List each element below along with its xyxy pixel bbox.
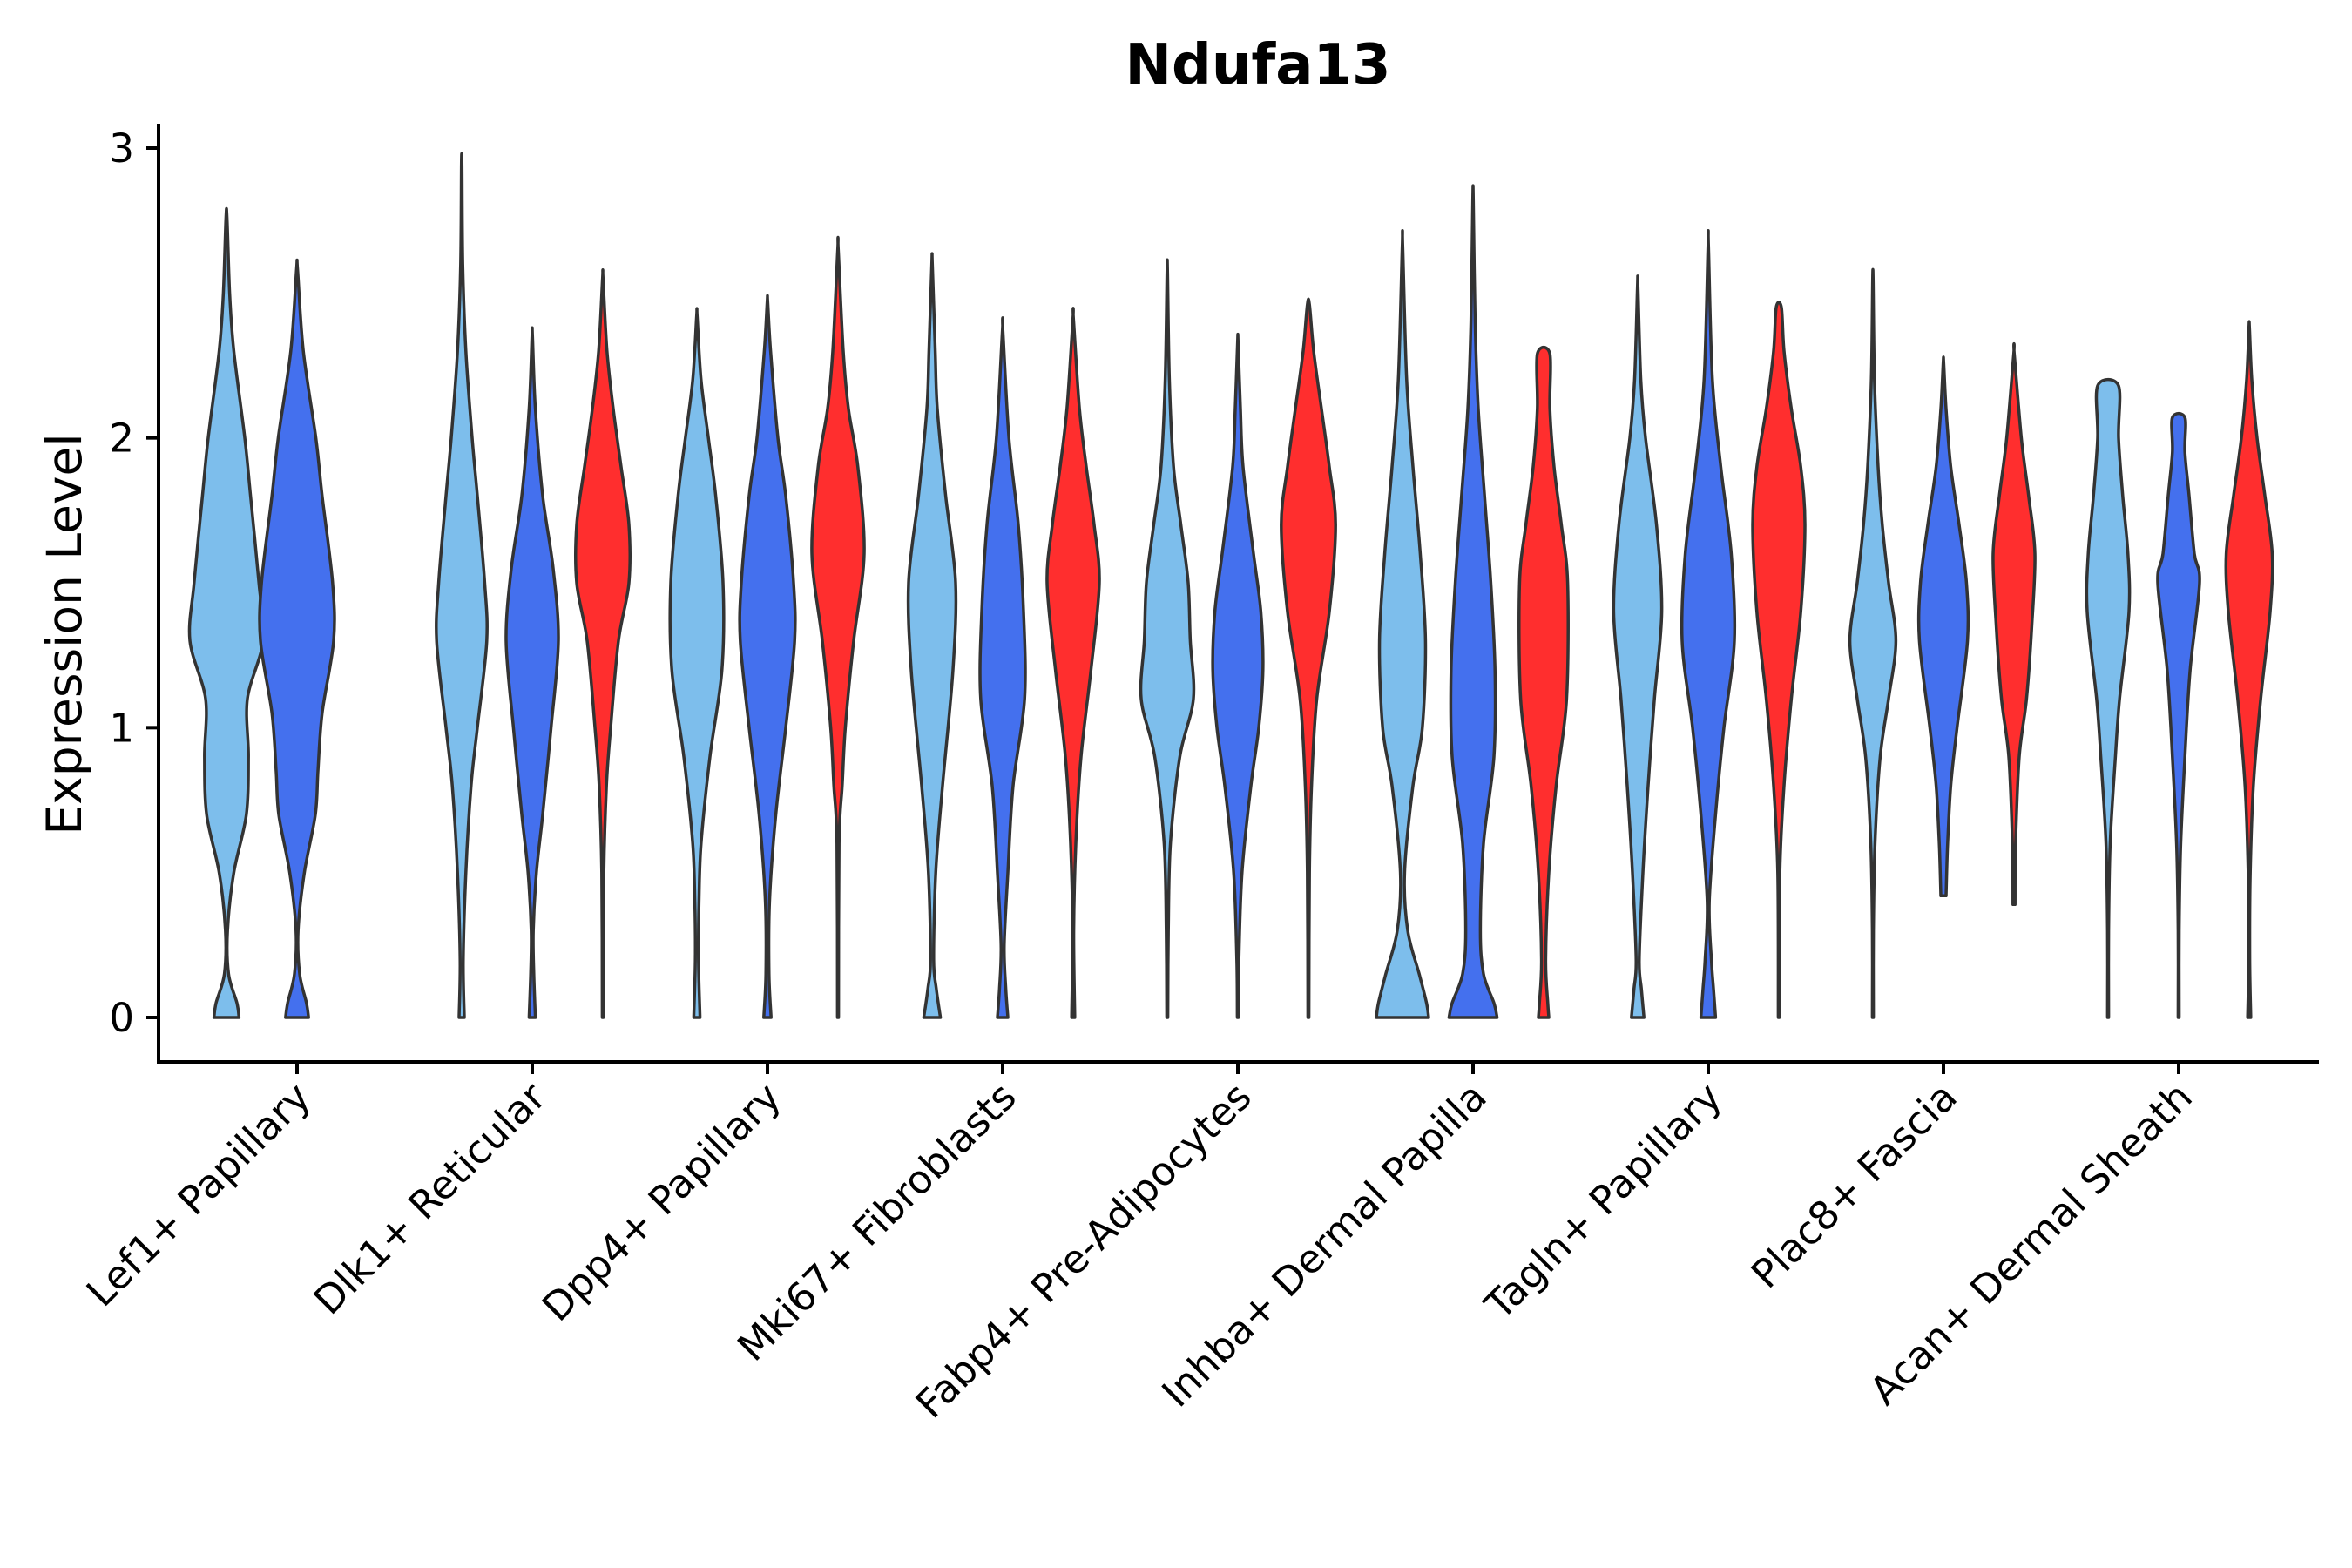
violin-3-group3	[1045, 307, 1101, 1019]
violin-2-group3	[810, 235, 866, 1019]
violin-8-group3	[2224, 320, 2274, 1019]
violin-2-group2	[738, 294, 797, 1019]
x-tick-label-2: Dpp4+ Papillary	[533, 1073, 790, 1330]
violin-8-group1	[2085, 377, 2132, 1019]
chart-title: Ndufa13	[1125, 33, 1390, 98]
y-axis-label: Expression Level	[37, 433, 92, 835]
violin-6-group3	[1751, 301, 1807, 1019]
violin-4-group3	[1280, 297, 1337, 1019]
violins-layer	[187, 152, 2274, 1019]
violin-6-group2	[1680, 228, 1737, 1019]
y-tick-label-1: 1	[109, 705, 134, 751]
x-tick-label-7: Plac8+ Fascia	[1742, 1073, 1966, 1297]
violin-7-group2	[1916, 355, 1970, 898]
violin-3-group2	[978, 316, 1027, 1019]
y-tick-label-2: 2	[109, 416, 134, 462]
violin-7-group1	[1848, 267, 1898, 1019]
violin-0-group2	[258, 258, 336, 1019]
violin-5-group2	[1447, 184, 1499, 1019]
violin-5-group3	[1517, 345, 1570, 1019]
x-tick-label-1: Dlk1+ Reticular	[305, 1073, 555, 1323]
violin-5-group1	[1375, 228, 1430, 1019]
y-tick-label-0: 0	[109, 995, 134, 1041]
violin-8-group2	[2156, 411, 2201, 1019]
violin-1-group1	[435, 152, 489, 1019]
violin-0-group1	[187, 206, 266, 1019]
violin-4-group1	[1139, 258, 1196, 1019]
violin-1-group2	[504, 326, 560, 1019]
violin-4-group2	[1211, 332, 1265, 1019]
violin-2-group1	[668, 307, 726, 1019]
x-tick-label-0: Lef1+ Papillary	[78, 1073, 320, 1315]
y-axis: 0 1 2 3	[109, 124, 160, 1062]
violin-7-group3	[1991, 341, 2037, 907]
violin-1-group3	[574, 267, 632, 1019]
x-tick-label-6: Tagln+ Papillary	[1476, 1073, 1731, 1328]
violin-3-group1	[906, 252, 958, 1019]
y-tick-label-3: 3	[109, 125, 134, 172]
violin-6-group1	[1612, 274, 1664, 1019]
